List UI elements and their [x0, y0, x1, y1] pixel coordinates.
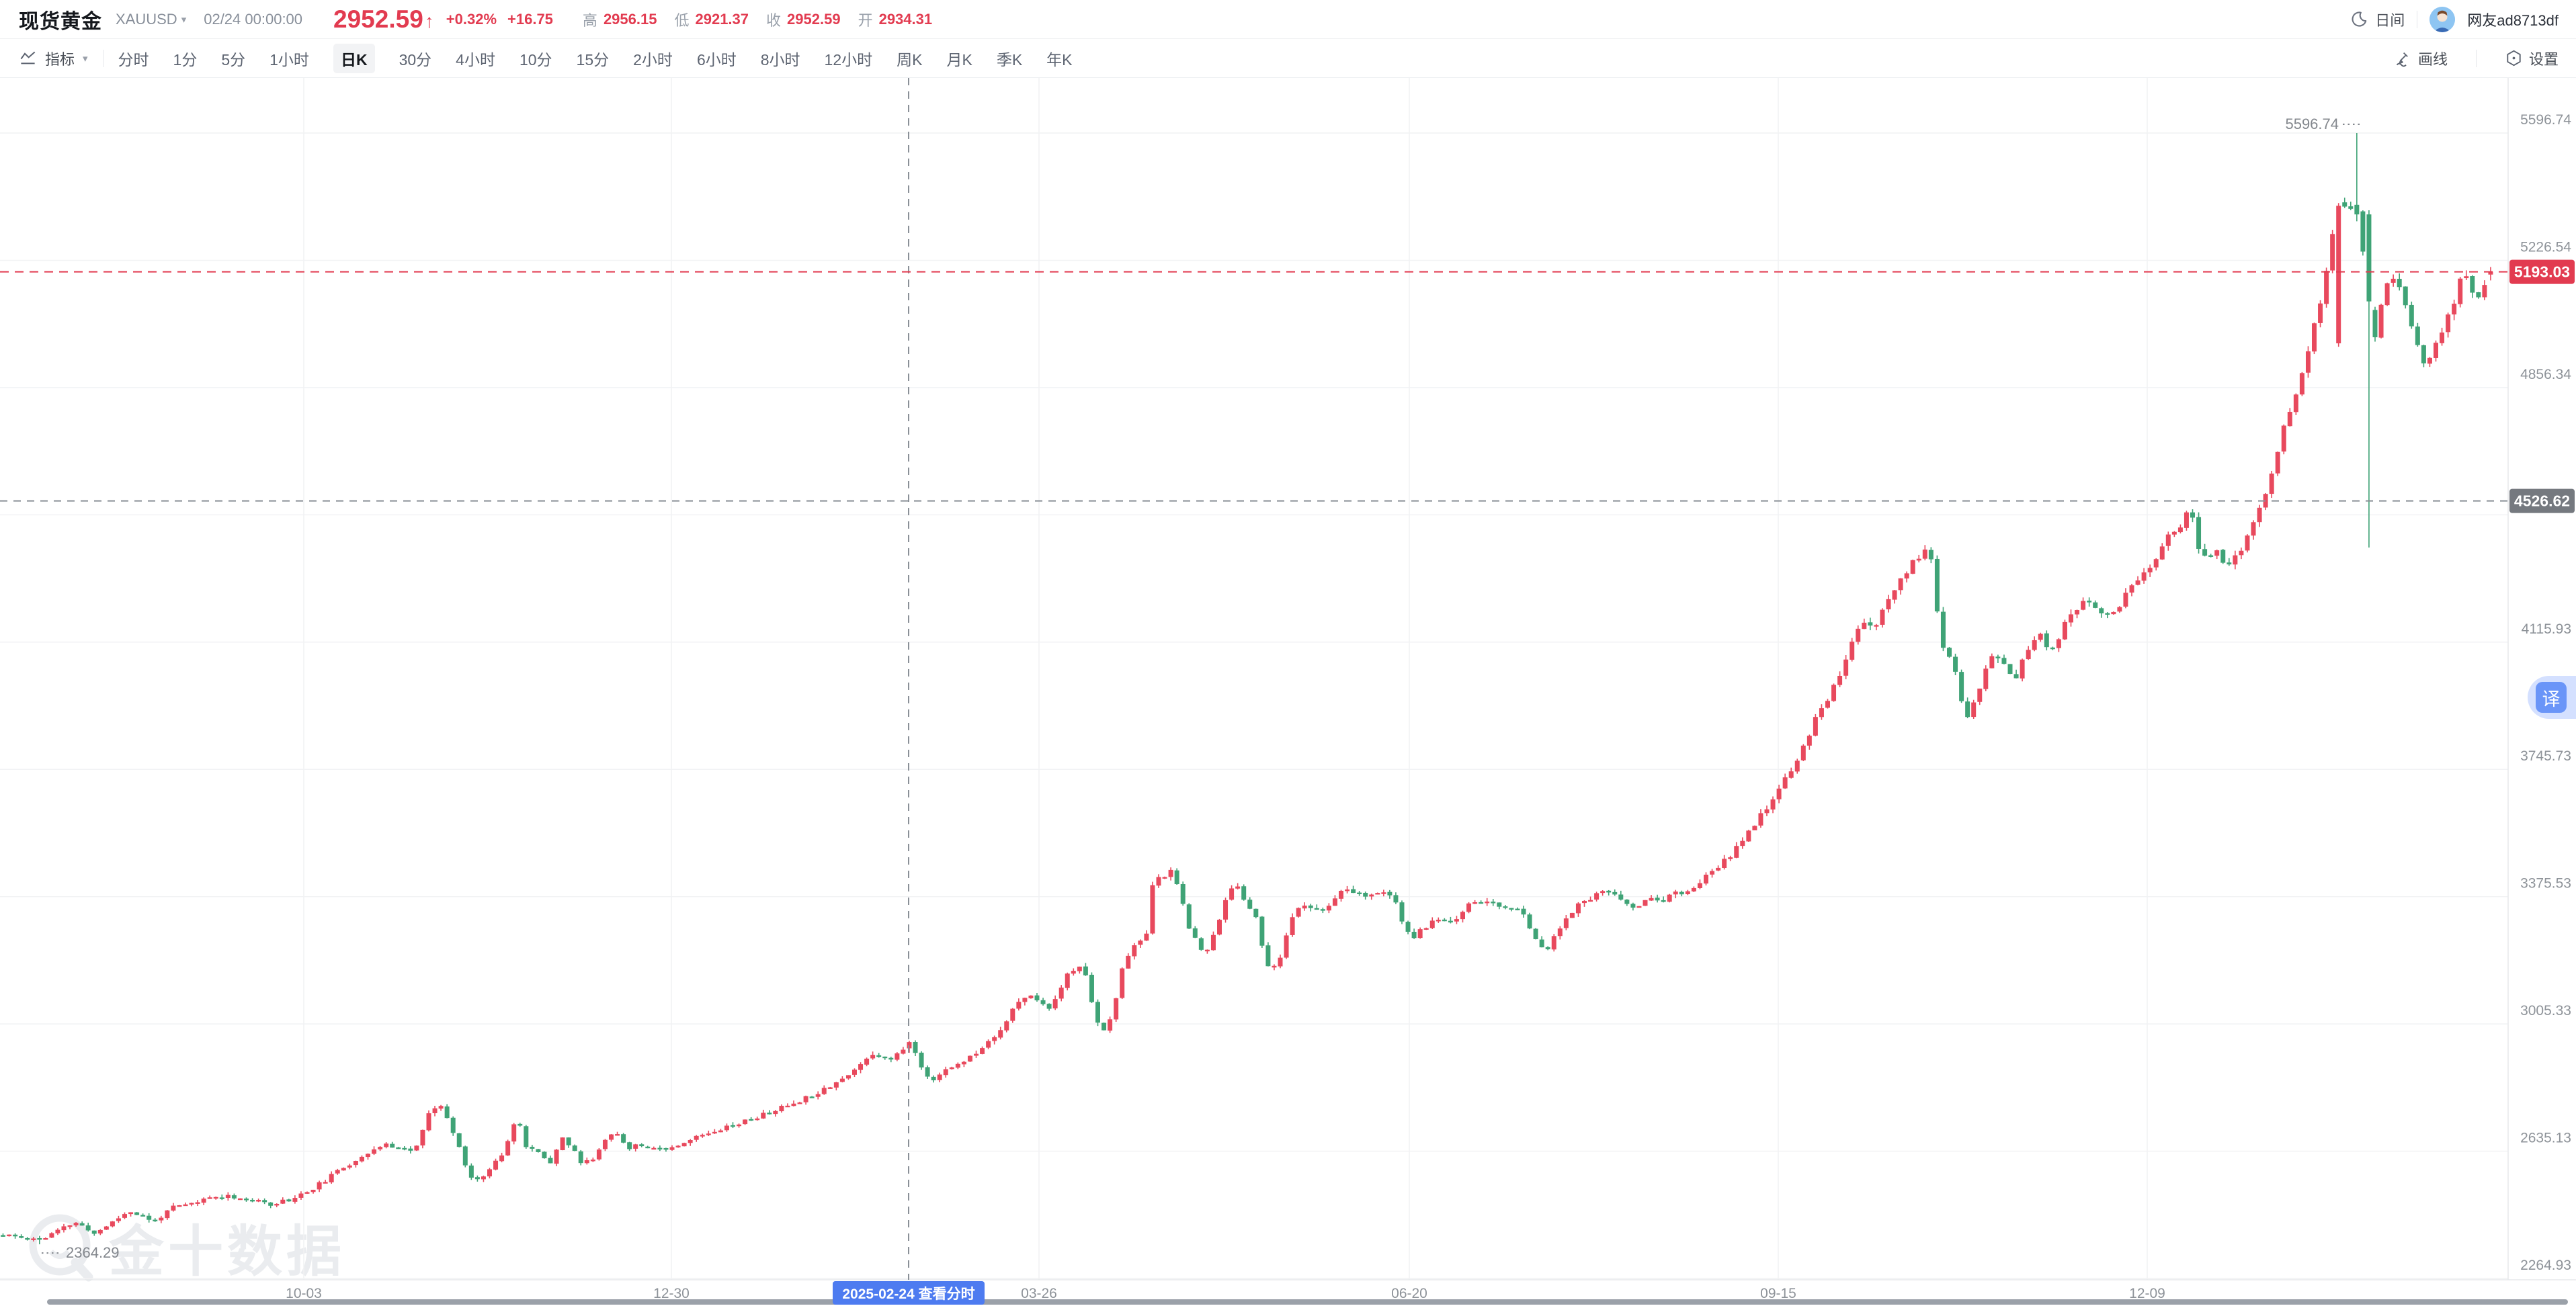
- current-price-badge: 5193.03: [2509, 259, 2575, 284]
- price-axis-label: 2264.93: [2520, 1258, 2571, 1273]
- timeframe-tab-8小时[interactable]: 8小时: [760, 50, 800, 69]
- price-axis-label: 2635.13: [2520, 1131, 2571, 1146]
- draw-line-label: 画线: [2417, 50, 2448, 68]
- price-axis-label: 3005.33: [2520, 1003, 2571, 1018]
- time-axis-label: 10-03: [286, 1286, 322, 1301]
- timeframe-tab-年K[interactable]: 年K: [1046, 50, 1073, 69]
- stat-label: 高: [582, 11, 597, 29]
- timeframe-tab-5分[interactable]: 5分: [221, 50, 246, 69]
- time-axis-label: 06-20: [1391, 1286, 1427, 1301]
- chart-toolbar: 指标 ▾ 分时 1分 5分 1小时 日K 30分 4小时 10分 15分 2小时 6小时 8小时 12小…: [0, 39, 2576, 78]
- ohlc-stat: 高 2956.15: [583, 9, 657, 30]
- time-axis-label: 12-30: [653, 1286, 690, 1301]
- ohlc-stats: 高 2956.15 低 2921.37 收 2952.59 开 2934.31: [583, 9, 932, 30]
- timeframe-tab-2小时[interactable]: 2小时: [633, 50, 673, 69]
- timeframe-tab-30分[interactable]: 30分: [399, 50, 432, 69]
- ohlc-stat: 低 2921.37: [674, 9, 749, 30]
- change-absolute: +16.75: [507, 10, 553, 28]
- header: 现货黄金 XAUUSD ▾ 02/24 00:00:00 2952.59 ↑ +…: [0, 0, 2576, 39]
- svg-text:5193.03: 5193.03: [2514, 263, 2570, 281]
- timeframe-tabs: 分时 1分 5分 1小时 日K 30分 4小时 10分 15分 2小时 6小时 8小时 12小时 周K 月K…: [118, 43, 1073, 73]
- crosshair-price-badge: 4526.62: [2509, 488, 2575, 513]
- avatar[interactable]: [2429, 6, 2456, 32]
- timeframe-tab-6小时[interactable]: 6小时: [696, 50, 737, 69]
- grid-layer: [0, 78, 2576, 1280]
- timeframe-tab-分时[interactable]: 分时: [118, 50, 149, 69]
- time-axis-label: 12-09: [2129, 1286, 2165, 1301]
- annotation-layer: 5596.74 2364.29: [42, 116, 2360, 1261]
- svg-text:4526.62: 4526.62: [2514, 492, 2570, 510]
- ohlc-stat: 开 2934.31: [858, 9, 933, 30]
- toolbar-right: 画线 设置: [2394, 39, 2559, 77]
- watermark-text: 金十数据: [109, 1221, 346, 1282]
- moon-icon: [2352, 11, 2367, 27]
- timeframe-tab-月K[interactable]: 月K: [946, 50, 972, 69]
- timeframe-tab-1分[interactable]: 1分: [173, 50, 198, 69]
- price-axis[interactable]: 5596.745226.544856.344486.144115.933745.…: [2509, 112, 2575, 1273]
- timeframe-tab-1小时[interactable]: 1小时: [269, 50, 309, 69]
- crosshair-date-badge[interactable]: 2025-02-24 查看分时: [833, 1281, 985, 1305]
- last-price: 2952.59 ↑: [333, 5, 434, 34]
- timeframe-tab-季K[interactable]: 季K: [996, 50, 1023, 69]
- timeframe-tab-周K[interactable]: 周K: [897, 50, 923, 69]
- stat-value: 2934.31: [878, 10, 933, 28]
- min-price-annotation: 2364.29: [66, 1244, 120, 1261]
- draw-line-button[interactable]: 画线: [2394, 48, 2448, 69]
- translate-pill[interactable]: 译: [2528, 676, 2576, 719]
- theme-toggle[interactable]: 日间: [2350, 9, 2405, 30]
- username[interactable]: 网友ad8713df: [2467, 11, 2559, 29]
- stat-value: 2956.15: [603, 10, 657, 28]
- price-up-arrow-icon: ↑: [424, 10, 434, 32]
- price-axis-label: 3745.73: [2520, 748, 2571, 764]
- timeframe-tab-日K[interactable]: 日K: [333, 43, 375, 73]
- divider: [2475, 49, 2477, 67]
- last-price-value: 2952.59: [333, 5, 423, 33]
- settings-button[interactable]: 设置: [2505, 48, 2559, 69]
- price-axis-label: 5596.74: [2520, 112, 2571, 128]
- symbol-label: XAUUSD: [116, 10, 177, 28]
- chevron-down-icon: ▾: [83, 52, 88, 64]
- time-axis-label: 09-15: [1760, 1286, 1796, 1301]
- watermark: 金十数据: [23, 1207, 345, 1287]
- ohlc-stat: 收 2952.59: [766, 9, 841, 30]
- instrument-title: 现货黄金: [19, 10, 102, 33]
- crosshair-layer: [0, 78, 2508, 1280]
- stat-value: 2952.59: [787, 10, 841, 28]
- stat-value: 2921.37: [695, 10, 749, 28]
- timeframe-tab-12小时[interactable]: 12小时: [824, 50, 873, 69]
- chevron-down-icon: ▾: [181, 13, 187, 26]
- candle-datetime: 02/24 00:00:00: [204, 10, 303, 28]
- chart-scrollbar[interactable]: [47, 1299, 2568, 1305]
- settings-hexagon-icon: [2507, 50, 2521, 67]
- price-axis-label: 4856.34: [2520, 367, 2571, 382]
- indicator-button[interactable]: 指标 ▾: [0, 48, 88, 69]
- time-axis-label: 03-26: [1021, 1286, 1057, 1301]
- price-axis-label: 3375.53: [2520, 876, 2571, 891]
- stat-label: 低: [674, 11, 690, 29]
- translate-button[interactable]: 译: [2536, 682, 2567, 713]
- change-percent: +0.32%: [446, 10, 497, 28]
- avatar-image: [2429, 6, 2456, 32]
- instrument-info: 现货黄金 XAUUSD ▾ 02/24 00:00:00 2952.59 ↑ +…: [0, 5, 932, 34]
- header-right: 日间 网友ad8713df: [2350, 0, 2559, 38]
- symbol-selector[interactable]: XAUUSD ▾: [116, 11, 186, 28]
- pen-icon: [2396, 52, 2408, 67]
- indicator-label: 指标: [45, 50, 75, 68]
- timeframe-tab-15分[interactable]: 15分: [576, 50, 610, 69]
- theme-toggle-label: 日间: [2375, 11, 2405, 29]
- settings-label: 设置: [2528, 50, 2559, 68]
- timeframe-tab-10分[interactable]: 10分: [519, 50, 552, 69]
- candles-layer[interactable]: [1, 133, 2493, 1245]
- time-axis[interactable]: 10-03 12-30 03-26 06-20 09-15 12-09: [47, 1286, 2568, 1305]
- stat-label: 开: [858, 11, 873, 29]
- max-price-annotation: 5596.74: [2285, 116, 2339, 132]
- stat-label: 收: [766, 11, 782, 29]
- price-axis-label: 4115.93: [2522, 621, 2571, 637]
- indicator-line-icon: [20, 51, 36, 64]
- timeframe-tab-4小时[interactable]: 4小时: [456, 50, 495, 69]
- price-axis-label: 5226.54: [2520, 239, 2571, 255]
